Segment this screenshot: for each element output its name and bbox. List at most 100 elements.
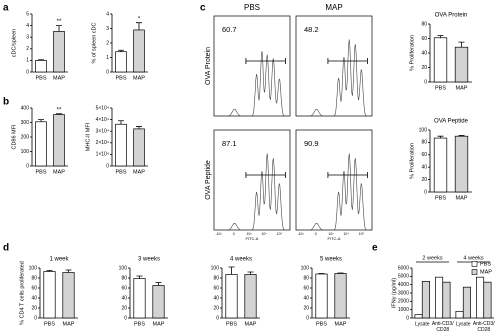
error-bar [38, 119, 44, 122]
histogram [214, 51, 290, 117]
x-tick-label: MAP [153, 321, 165, 327]
bar [115, 51, 127, 73]
error-bar [136, 126, 142, 129]
y-tick-label: 0 [124, 315, 127, 321]
y-tick-label: 40 [213, 295, 219, 301]
bar [35, 121, 47, 167]
x-axis-label: FITC-A [246, 236, 259, 241]
significance: * [138, 16, 141, 22]
y-tick-label: 2000 [398, 299, 409, 305]
y-tick-label: 80 [31, 275, 37, 281]
y-axis-label: CD86 MFI [11, 124, 17, 150]
x-tick-label: PBS [35, 75, 46, 81]
panel-letter: a [3, 3, 9, 14]
bar [115, 123, 127, 167]
gate [327, 58, 368, 64]
x-tick-label: 10⁴ [343, 232, 349, 236]
x-tick-label: Anti-CD3/CD28 [473, 321, 495, 333]
error-bar [38, 59, 44, 61]
y-tick-label: 5×10⁴ [96, 105, 109, 111]
y-tick-label: 3 [106, 26, 109, 32]
bar [35, 60, 47, 73]
bar [244, 274, 257, 319]
x-tick-label: PBS [226, 321, 237, 327]
panel-letter: e [372, 243, 378, 254]
chart-title: 1 week [49, 257, 69, 263]
bar [62, 272, 75, 319]
bar [462, 286, 471, 319]
bar [133, 29, 145, 73]
y-axis-label: % CD4 T cells proliferated [19, 261, 25, 325]
y-axis-label: % Proliferation [409, 35, 415, 71]
error-bar [46, 270, 53, 272]
y-tick-label: 60 [421, 36, 427, 42]
y-tick-label: 3000 [398, 290, 409, 296]
panel-letter: b [3, 97, 9, 108]
bar [414, 314, 423, 319]
y-tick-label: 80 [421, 140, 427, 146]
y-tick-label: 20 [213, 305, 219, 311]
x-tick-label: PBS [316, 321, 327, 327]
gate-percent: 60.7 [222, 25, 237, 34]
x-tick-label: PBS [44, 321, 55, 327]
y-tick-label: 0 [424, 79, 427, 85]
x-tick-label: 0 [233, 232, 235, 236]
row-label: OVA Peptide [205, 160, 212, 200]
y-tick-label: 60 [121, 285, 127, 291]
y-tick-label: 0 [26, 69, 29, 75]
y-tick-label: 4 [106, 11, 109, 17]
x-tick-label: -10³ [215, 232, 222, 236]
row-label: OVA Protein [205, 47, 212, 85]
error-bar [247, 271, 254, 275]
y-tick-label: 2 [26, 46, 29, 52]
chart-title: 4 weeks [230, 257, 252, 263]
y-tick-label: 100 [119, 265, 128, 271]
x-tick-label: MAP [53, 169, 65, 175]
y-tick-label: 0 [26, 163, 29, 169]
y-tick-label: 100 [29, 265, 38, 271]
x-tick-label: 10⁵ [277, 232, 283, 236]
error-bar [458, 135, 465, 137]
error-bar [337, 272, 344, 274]
y-axis-label: cDC/spleen [11, 29, 17, 57]
x-tick-label: PBS [115, 169, 126, 175]
bar [53, 31, 65, 73]
y-tick-label: 40 [31, 295, 37, 301]
x-tick-label: Lysate [456, 321, 471, 327]
y-tick-label: 60 [303, 285, 309, 291]
bar [433, 137, 448, 193]
y-axis-label: % of spleen cDC [91, 22, 97, 63]
x-tick-label: Lysate [415, 321, 430, 327]
bar [133, 128, 145, 167]
y-tick-label: 60 [421, 152, 427, 158]
bar [483, 281, 492, 319]
bar [433, 37, 448, 83]
y-tick-label: 4000 [398, 282, 409, 288]
y-tick-label: 80 [421, 21, 427, 27]
x-tick-label: Anti-CD3/CD28 [432, 321, 454, 333]
y-tick-label: 5000 [398, 274, 409, 280]
y-tick-label: 40 [303, 295, 309, 301]
x-tick-label: PBS [35, 169, 46, 175]
x-tick-label: MAP [245, 321, 257, 327]
x-tick-label: -10³ [297, 232, 304, 236]
x-tick-label: 10³ [246, 232, 252, 236]
y-axis-label: IFNγ (pg/ml) [391, 278, 397, 308]
y-tick-label: 0 [424, 189, 427, 195]
error-bar [155, 282, 162, 286]
bar [454, 135, 469, 193]
histogram [296, 153, 372, 231]
bar [43, 271, 56, 319]
chart-title: 5 weeks [320, 257, 342, 263]
y-tick-label: 100 [21, 149, 30, 155]
y-tick-label: 0 [406, 315, 409, 321]
x-tick-label: PBS [134, 321, 145, 327]
x-tick-label: MAP [133, 169, 145, 175]
x-tick-label: MAP [456, 195, 468, 201]
y-tick-label: 0 [106, 69, 109, 75]
chart-title: OVA Peptide [434, 119, 469, 125]
x-tick-label: PBS [115, 75, 126, 81]
bar [53, 114, 65, 167]
bar [334, 273, 347, 319]
